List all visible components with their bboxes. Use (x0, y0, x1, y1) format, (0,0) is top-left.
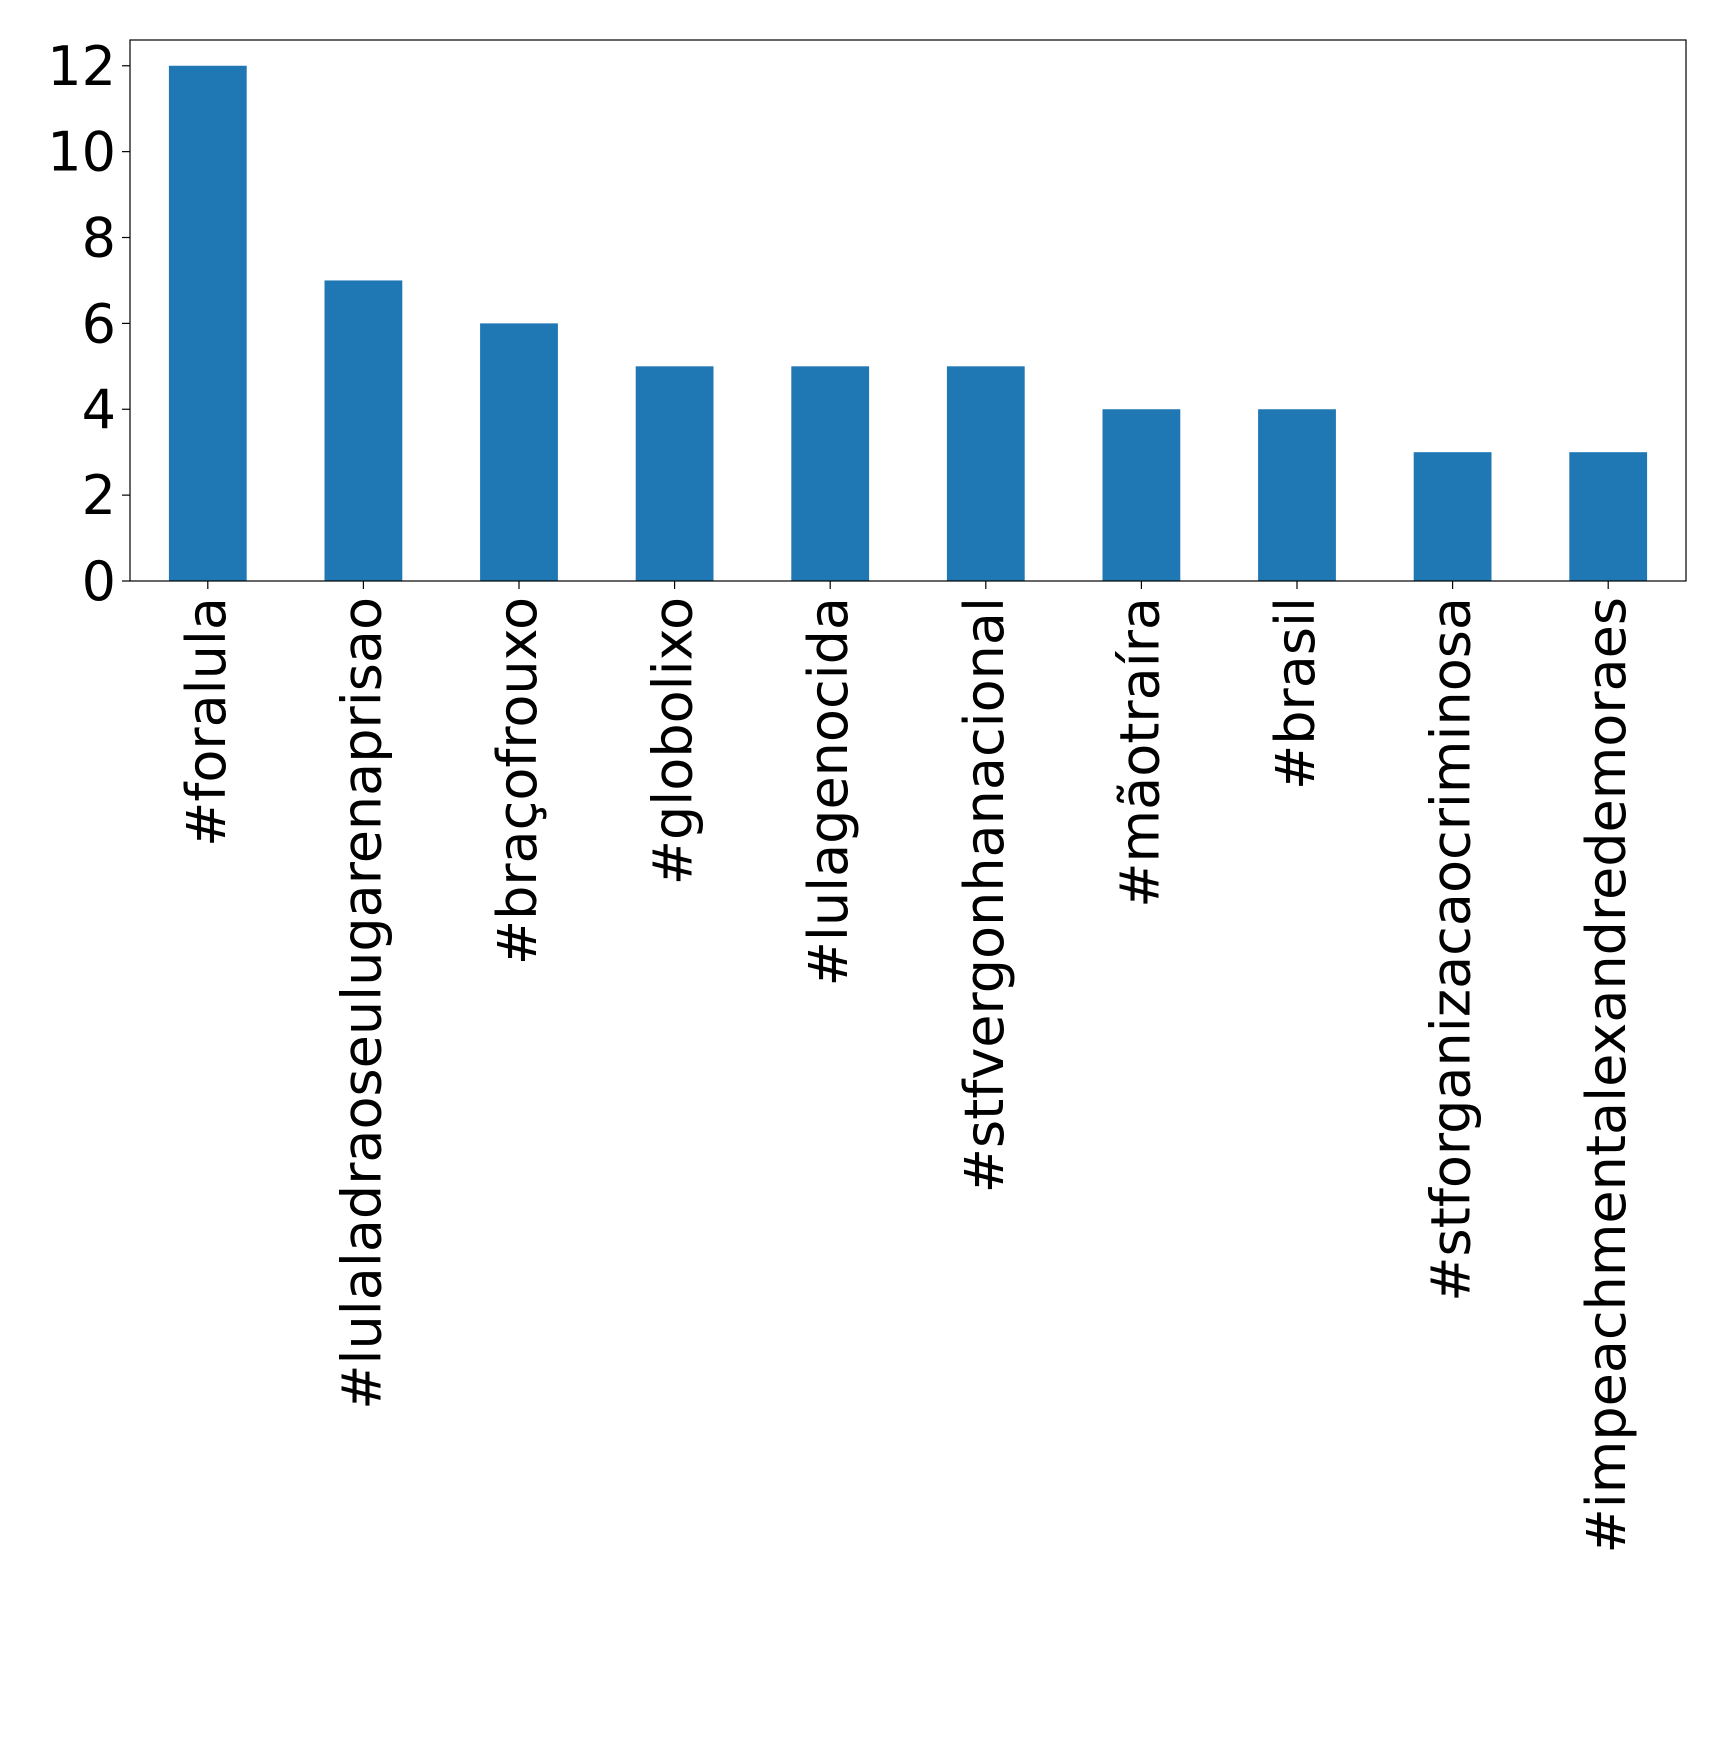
y-tick-label: 4 (82, 378, 116, 441)
y-tick-label: 8 (82, 207, 116, 270)
y-tick-label: 0 (82, 550, 116, 613)
y-tick-label: 12 (47, 35, 116, 98)
bar (1569, 452, 1648, 581)
y-axis: 0 2 4 6 8 10 12 (47, 35, 130, 613)
y-tick-label: 10 (47, 121, 116, 184)
bar (1102, 409, 1181, 581)
plot-frame (129, 39, 1687, 582)
x-tick-label: #mãotraíra (1108, 597, 1171, 908)
x-tick-label: #lulagenocida (797, 597, 860, 986)
bar (480, 323, 558, 581)
x-tick-label: #foralula (175, 597, 238, 847)
bar (635, 366, 714, 581)
x-tick-label: #globolixo (642, 597, 705, 885)
y-tick-label: 2 (82, 464, 116, 527)
x-tick-label: #lulaladraoseulugarenaprisao (330, 597, 393, 1410)
x-tick-label: #stforganizacaocriminosa (1420, 597, 1483, 1302)
bar (1413, 452, 1492, 581)
bar (791, 366, 870, 581)
x-tick-label: #impeachmentalexandredemoraes (1575, 597, 1638, 1554)
bar (324, 280, 403, 581)
bar (946, 366, 1025, 581)
x-axis: #foralula #lulaladraoseulugarenaprisao #br… (175, 581, 1638, 1554)
y-tick-label: 6 (82, 292, 116, 355)
bars-layer (168, 65, 1648, 581)
x-tick-label: #stfvergonhanacional (953, 597, 1016, 1193)
bar (168, 65, 247, 581)
x-tick-label: #brasil (1264, 597, 1327, 790)
x-tick-label: #braçofrouxo (486, 597, 549, 965)
bar (1258, 409, 1336, 581)
